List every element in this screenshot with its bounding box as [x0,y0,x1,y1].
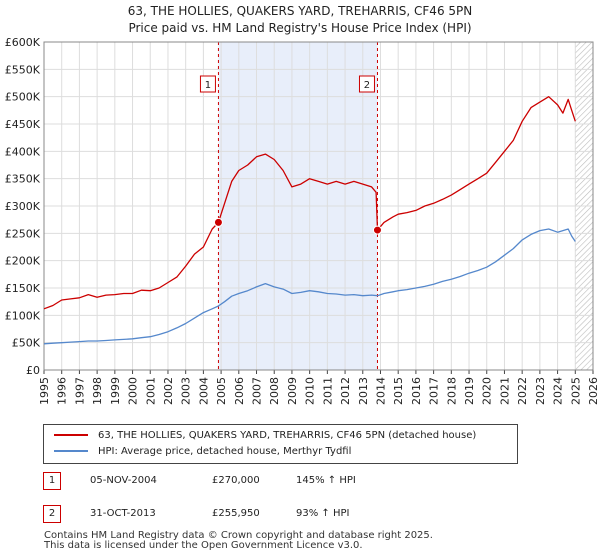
y-tick-label: £150K [5,282,41,295]
legend-item-property: 63, THE HOLLIES, QUAKERS YARD, TREHARRIS… [54,429,476,443]
hpi-series-line [43,228,576,345]
transaction-date: 31-OCT-2013 [90,508,156,519]
x-tick-label: 2016 [410,377,423,405]
y-tick-label: £200K [5,255,41,268]
legend-swatch-hpi [54,450,88,452]
transaction-row: 2 31-OCT-2013 £255,950 93% ↑ HPI [40,505,600,525]
x-tick-label: 2020 [481,377,494,405]
footer-attribution: Contains HM Land Registry data © Crown c… [44,531,433,551]
sale-label-box [358,75,375,93]
x-tick-label: 2008 [268,377,281,405]
transaction-date: 05-NOV-2004 [90,475,157,486]
footer-line2: This data is licensed under the Open Gov… [44,540,363,551]
legend-item-hpi: HPI: Average price, detached house, Mert… [54,445,351,459]
sale-label-number: 1 [205,80,211,91]
chart-title-line2: Price paid vs. HM Land Registry's House … [128,21,472,35]
sale-label-number: 2 [364,80,370,91]
plot-border [43,41,594,371]
x-tick-label: 2001 [144,377,157,405]
transaction-price: £270,000 [212,475,260,486]
x-tick-label: 1995 [38,377,51,405]
x-tick-label: 2025 [569,377,582,405]
x-tick-label: 2021 [498,377,511,405]
transaction-hpi: 145% ↑ HPI [296,475,356,486]
x-tick-label: 1997 [73,377,86,405]
x-tick-label: 1996 [56,377,69,405]
y-tick-label: £300K [5,200,41,213]
legend-swatch-property [54,434,88,436]
y-tick-label: £250K [5,227,41,240]
y-tick-label: £600K [5,36,41,49]
x-tick-label: 2005 [215,377,228,405]
x-tick-label: 2026 [587,377,600,405]
x-tick-label: 2006 [233,377,246,405]
x-tick-label: 1999 [109,377,122,405]
y-tick-label: £550K [5,63,41,76]
y-tick-label: £500K [5,91,41,104]
sale-label-box [199,75,216,93]
x-tick-label: 2017 [428,377,441,405]
x-tick-label: 2003 [180,377,193,405]
x-tick-label: 2019 [463,377,476,405]
chart-title-line1: 63, THE HOLLIES, QUAKERS YARD, TREHARRIS… [127,4,473,18]
legend-label-property: 63, THE HOLLIES, QUAKERS YARD, TREHARRIS… [98,430,477,441]
x-tick-label: 2012 [339,377,352,405]
chart-title: 63, THE HOLLIES, QUAKERS YARD, TREHARRIS… [0,3,600,37]
y-tick-label: £100K [5,309,41,322]
x-tick-label: 2015 [392,377,405,405]
sale-point [372,225,382,235]
y-tick-label: £50K [12,337,41,350]
x-tick-label: 2024 [552,377,565,405]
x-tick-label: 2013 [357,377,370,405]
transaction-row: 1 05-NOV-2004 £270,000 145% ↑ HPI [40,472,600,492]
x-tick-label: 2002 [162,377,175,405]
transaction-number-badge: 2 [43,505,61,523]
x-tick-label: 2022 [516,377,529,405]
property-series-line [43,96,576,310]
legend-label-hpi: HPI: Average price, detached house, Mert… [98,446,352,457]
x-tick-label: 2009 [286,377,299,405]
x-tick-label: 2023 [534,377,547,405]
x-tick-label: 2010 [304,377,317,405]
footer-line1: Contains HM Land Registry data © Crown c… [44,530,433,541]
x-tick-label: 2011 [321,377,334,405]
y-tick-label: £0 [26,364,40,377]
price-chart: 1995 1996 1997 1998 1999 2000 2001 2002 2003 2004… [5,36,600,405]
x-tick-label: 1998 [91,377,104,405]
transaction-hpi: 93% ↑ HPI [296,508,350,519]
transaction-number-badge: 1 [43,472,61,490]
x-tick-label: 2000 [127,377,140,405]
sale-point [213,217,223,227]
y-tick-label: £400K [5,145,41,158]
y-tick-label: £350K [5,173,41,186]
x-tick-label: 2014 [374,377,387,405]
transaction-price: £255,950 [212,508,260,519]
x-tick-label: 2018 [445,377,458,405]
chart-legend: 63, THE HOLLIES, QUAKERS YARD, TREHARRIS… [43,424,518,464]
y-tick-label: £450K [5,118,41,131]
x-tick-label: 2007 [251,377,264,405]
x-tick-label: 2004 [197,377,210,405]
